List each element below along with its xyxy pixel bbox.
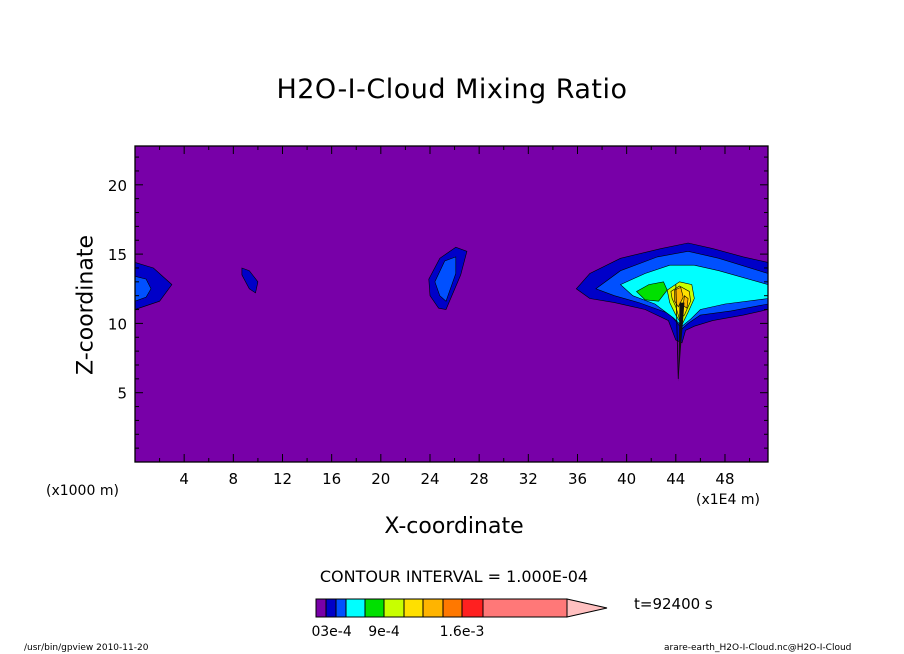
- contour-fills: [135, 242, 768, 382]
- x-tick-label: 20: [371, 470, 390, 488]
- plot-frame: [134, 145, 769, 463]
- contour-x25-blob-level-1: [434, 256, 457, 302]
- colorbar-tick-label: 9e-4: [368, 624, 400, 640]
- x-tick-label: 32: [519, 470, 538, 488]
- colorbar-bin-4: [364, 598, 385, 618]
- colorbar-bin-9: [461, 598, 484, 618]
- y-axis-unit: (x1000 m): [46, 483, 119, 499]
- contour-interval-label: CONTOUR INTERVAL = 1.000E-04: [319, 567, 589, 586]
- footer-right-text: arare-earth_H2O-I-Cloud.nc@H2O-I-Cloud: [664, 643, 852, 653]
- x-tick-label: 28: [470, 470, 489, 488]
- colorbar-arrow: [566, 598, 608, 618]
- time-label: t=92400 s: [634, 595, 713, 613]
- contour-x9-blob-level-0: [241, 267, 259, 294]
- contour-main-cloud-level-7: [682, 295, 689, 309]
- colorbar-bin-2: [335, 598, 347, 618]
- contour-spike: [678, 302, 685, 382]
- colorbar-bin-8: [442, 598, 463, 618]
- y-axis-label: Z-coordinate: [73, 235, 99, 375]
- x-axis: 4 8 12 16 20 24 28 32 36 40 44 48: [159, 146, 751, 488]
- y-tick-label: 5: [117, 385, 127, 403]
- x-tick-label: 8: [229, 470, 239, 488]
- y-tick-label: 15: [108, 246, 127, 264]
- x-tick-label: 40: [617, 470, 636, 488]
- y-axis: 5 10 15 20: [108, 156, 768, 449]
- contour-main-cloud-level-2: [619, 264, 768, 327]
- x-tick-label: 4: [179, 470, 189, 488]
- plot-area: [134, 145, 769, 463]
- colorbar-bin-5: [383, 598, 405, 618]
- colorbar-tick-label: 0: [312, 624, 321, 640]
- colorbar-bin-1: [325, 598, 337, 618]
- chart-title: H2O-I-Cloud Mixing Ratio: [276, 74, 628, 105]
- x-tick-label: 12: [273, 470, 292, 488]
- colorbar-tick-label: 1.6e-3: [440, 624, 485, 640]
- contour-left-edge-level-1: [135, 275, 152, 302]
- x-tick-label: 24: [420, 470, 439, 488]
- colorbar-bin-0: [315, 598, 327, 618]
- colorbar-bin-7: [422, 598, 444, 618]
- x-tick-label: 36: [568, 470, 587, 488]
- x-tick-label: 48: [715, 470, 734, 488]
- y-tick-label: 10: [108, 315, 127, 333]
- colorbar-bin-6: [403, 598, 424, 618]
- footer-left-text: /usr/bin/gpview 2010-11-20: [24, 643, 149, 653]
- colorbar-bin-10: [482, 598, 568, 618]
- contour-main-cloud-level-6: [674, 286, 684, 308]
- x-axis-label: X-coordinate: [384, 514, 524, 539]
- x-tick-label: 44: [666, 470, 685, 488]
- y-tick-label: 20: [108, 177, 127, 195]
- colorbar-bin-3: [345, 598, 366, 618]
- x-tick-label: 16: [322, 470, 341, 488]
- colorbar-tick-label: 3e-4: [320, 624, 352, 640]
- contour-spike-line: [675, 284, 679, 379]
- x-axis-unit: (x1E4 m): [696, 492, 760, 508]
- colorbar: 0 3e-4 9e-4 1.6e-3: [312, 598, 608, 640]
